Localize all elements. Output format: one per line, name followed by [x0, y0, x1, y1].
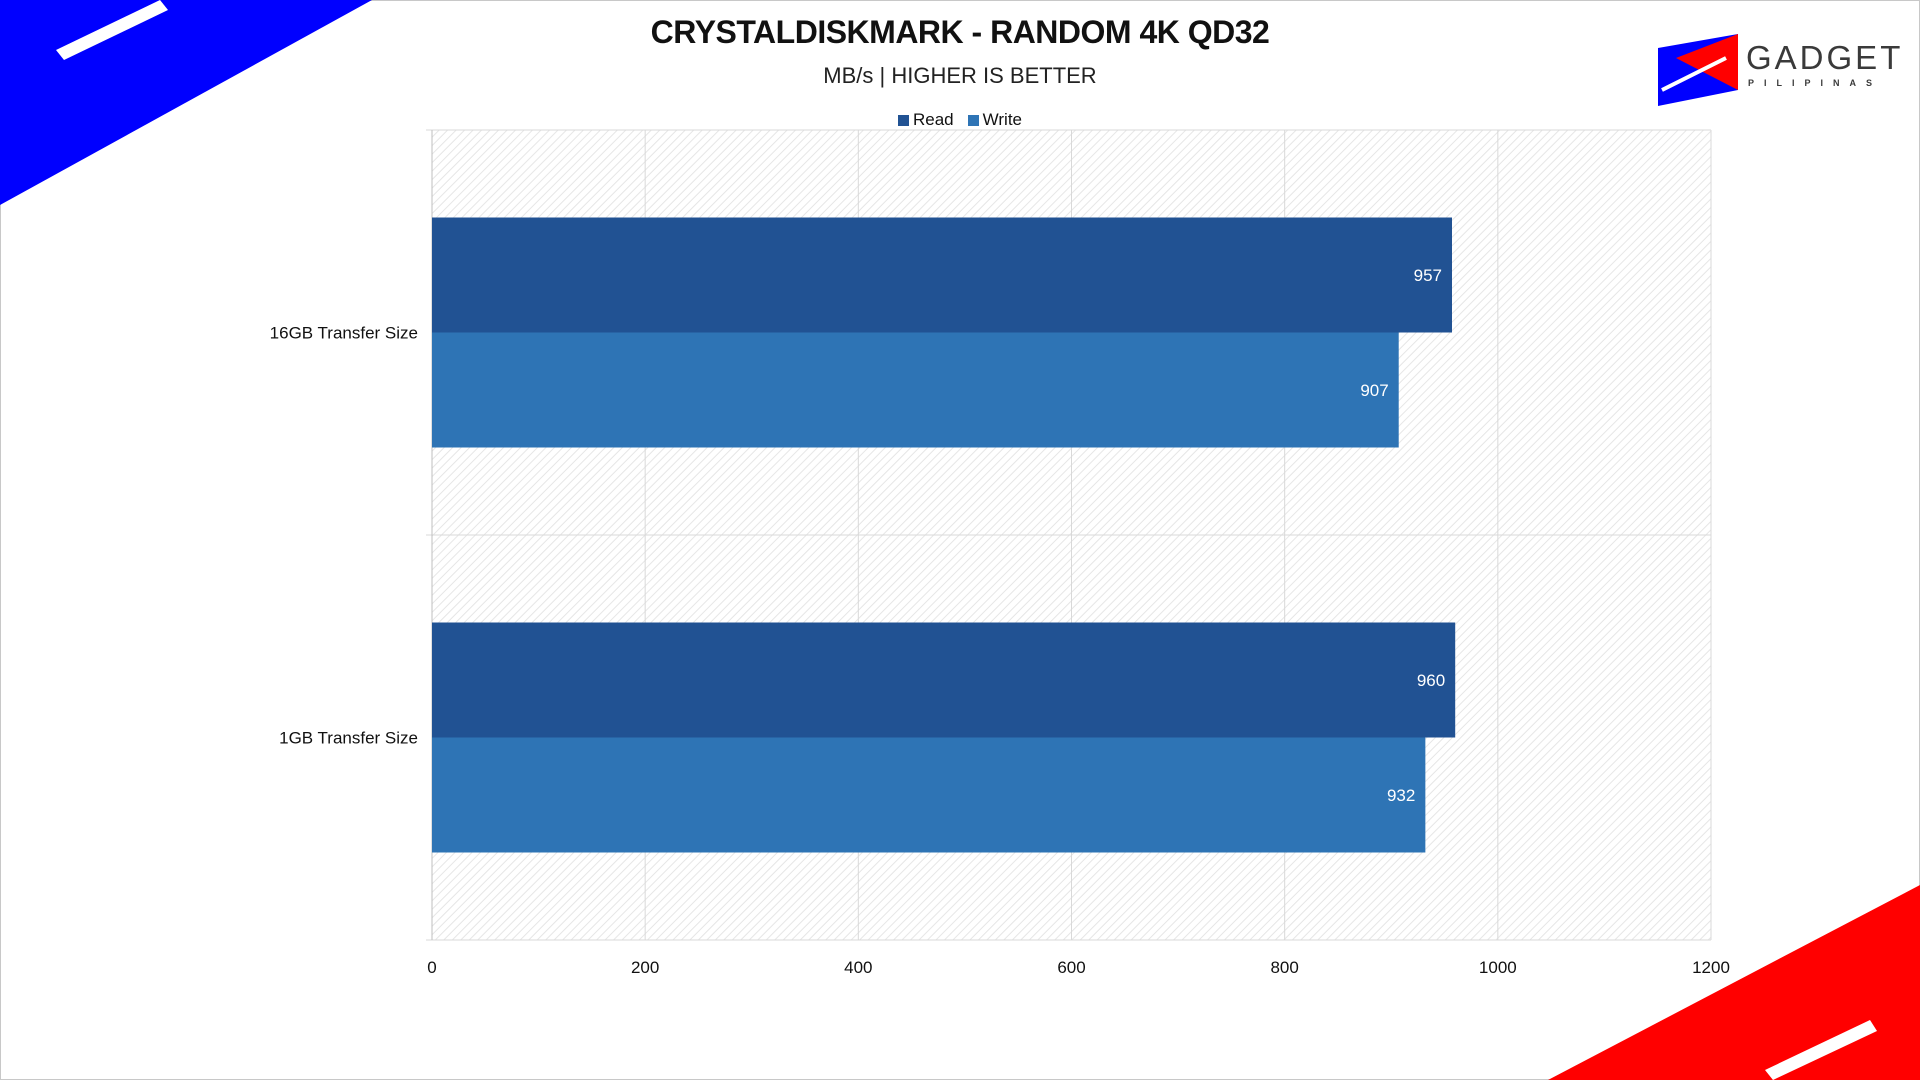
x-tick-label: 1200 [1692, 958, 1730, 977]
blue-corner-stripe [0, 0, 372, 205]
bar-value-label: 907 [1360, 381, 1388, 400]
white-corner-dash [56, 0, 168, 60]
category-label: 1GB Transfer Size [279, 729, 418, 748]
bar-write [432, 737, 1426, 853]
logo-subtext: PILIPINAS [1748, 78, 1883, 88]
legend-label-read: Read [913, 110, 954, 129]
x-tick-label: 800 [1270, 958, 1298, 977]
category-label: 16GB Transfer Size [270, 324, 418, 343]
bar-value-label: 957 [1414, 266, 1442, 285]
red-corner-stripe [1548, 885, 1920, 1080]
chart-title: CRYSTALDISKMARK - RANDOM 4K QD32 [650, 14, 1270, 50]
x-tick-label: 1000 [1479, 958, 1517, 977]
x-tick-label: 200 [631, 958, 659, 977]
bar-write [432, 332, 1399, 448]
x-tick-label: 400 [844, 958, 872, 977]
legend-swatch-write [967, 114, 979, 126]
legend-label-write: Write [982, 110, 1022, 129]
x-tick-label: 0 [427, 958, 436, 977]
logo-mark [1658, 34, 1738, 106]
white-corner-dash-bottom [1765, 1020, 1877, 1080]
legend-item-read: Read [898, 110, 954, 130]
bar-read [432, 217, 1453, 333]
labels: 0 200 400 600 800 1000 1200 16GB Transfer Size 9… [270, 266, 1730, 977]
bars [432, 217, 1456, 853]
x-tick-label: 600 [1057, 958, 1085, 977]
chart-subtitle: MB/s | HIGHER IS BETTER [823, 63, 1097, 88]
bar-value-label: 960 [1417, 671, 1445, 690]
legend: Read Write [0, 110, 1920, 130]
legend-swatch-read [898, 114, 909, 126]
bar-value-label: 932 [1387, 786, 1415, 805]
legend-item-write: Write [967, 110, 1022, 130]
gadget-pilipinas-logo: GADGET PILIPINAS [1656, 28, 1900, 108]
logo-text: GADGET [1746, 39, 1904, 76]
bar-read [432, 622, 1456, 738]
